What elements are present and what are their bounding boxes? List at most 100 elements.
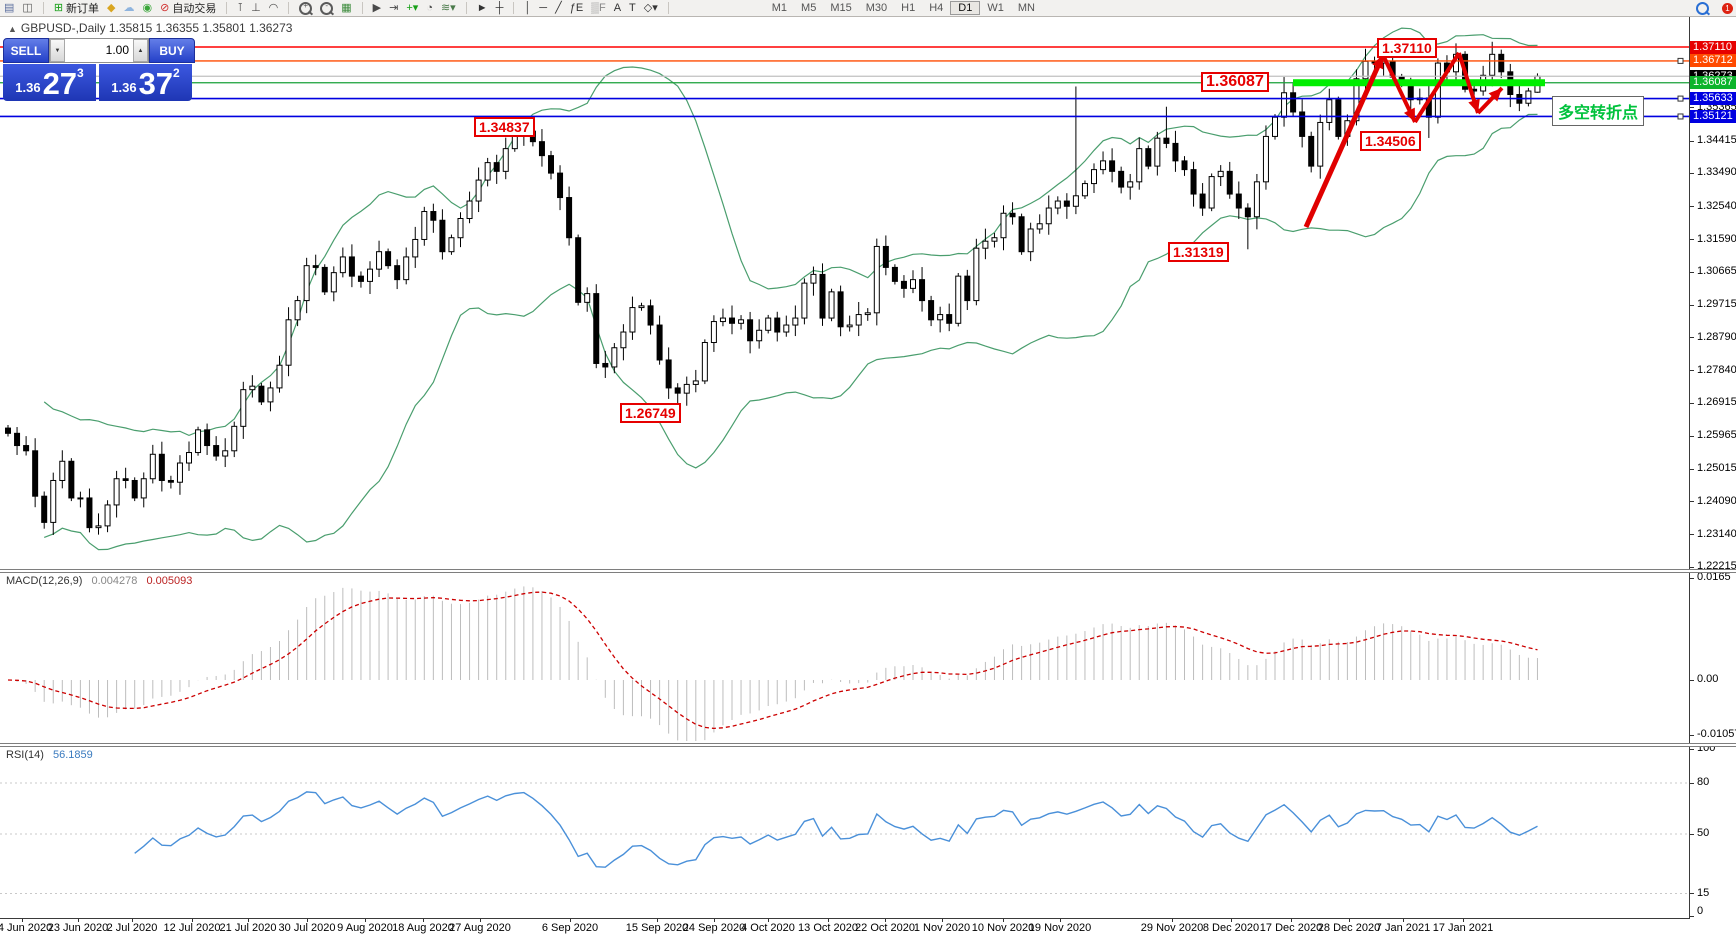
line-handle (1677, 113, 1684, 120)
price-annotation[interactable]: 1.34506 (1360, 131, 1421, 151)
chart-window-icon[interactable]: ▤ (4, 2, 15, 14)
search-icon[interactable] (1696, 1, 1709, 15)
price-tick: 1.29715 (1697, 298, 1736, 311)
bull-candle (1100, 160, 1107, 171)
fibonacci-icon[interactable]: ƒE (569, 2, 584, 14)
horizontal-line-icon[interactable]: ─ (539, 2, 548, 14)
price-annotation[interactable]: 1.26749 (620, 403, 681, 423)
crosshair-icon[interactable]: ┼ (495, 2, 504, 14)
notifications-icon[interactable]: 1 (1722, 2, 1733, 14)
price-tick-mark (1689, 239, 1694, 241)
price-annotation[interactable]: 1.36087 (1201, 72, 1269, 92)
trendline-icon[interactable]: ╱ (555, 2, 562, 14)
grid-icon[interactable]: ▒F (591, 2, 606, 14)
toolbar-separator (226, 2, 228, 14)
bear-candle (1290, 92, 1297, 113)
autoscroll-icon[interactable]: ▶ (372, 2, 382, 14)
timeframe-m15[interactable]: M15 (830, 2, 852, 14)
timeframe-h1[interactable]: H1 (901, 2, 916, 14)
period-icon[interactable]: ◔ (426, 2, 433, 14)
price-tick-mark (1689, 140, 1694, 142)
timeframe-m1[interactable]: M1 (771, 2, 788, 14)
autotrading-icon-label: 自动交易 (172, 3, 217, 15)
market-watch-icon[interactable]: ◫ (22, 2, 33, 14)
bear-candle (729, 317, 735, 324)
add-indicator-icon[interactable]: +▾ (406, 2, 419, 14)
sell-button[interactable]: SELL (3, 38, 49, 63)
depth-window-icon[interactable]: ⊥ (251, 2, 261, 14)
bull-candle (910, 279, 916, 289)
vertical-line-icon[interactable]: │ (524, 2, 532, 14)
chart-shift-icon[interactable]: ⇥ (389, 2, 399, 14)
date-label: 14 Jun 2020 (0, 922, 53, 934)
sell-price-box[interactable]: 1.36 27 3 (3, 64, 96, 101)
autotrading-icon[interactable]: ⊘ 自动交易 (160, 2, 217, 15)
price-tick: 1.32540 (1697, 199, 1736, 212)
bull-candle (810, 273, 817, 284)
tile-windows-icon[interactable]: ▦ (341, 2, 352, 14)
indicator-window-icon[interactable]: ⊺ (237, 2, 244, 14)
timeframe-h4[interactable]: H4 (929, 2, 944, 14)
new-order-icon[interactable]: ⊞ 新订单 (53, 2, 100, 15)
zoom-in-icon[interactable]: + (299, 1, 313, 15)
bear-candle (774, 317, 781, 333)
bear-candle (430, 211, 437, 221)
bear-candle (548, 155, 554, 174)
timeframe-mn[interactable]: MN (1017, 2, 1035, 14)
collapse-icon[interactable]: ▲ (8, 24, 17, 34)
bull-candle (222, 450, 229, 457)
bear-candle (928, 300, 935, 321)
date-label: 10 Nov 2020 (971, 922, 1035, 934)
lot-decrease-button[interactable]: ▼ (50, 39, 65, 62)
bull-candle (1036, 223, 1043, 230)
shapes-icon[interactable]: ◇▾ (643, 2, 658, 14)
bear-candle (385, 251, 392, 267)
date-label: 28 Dec 2020 (1317, 922, 1381, 934)
rsi-tick: 80 (1697, 776, 1710, 788)
price-annotation[interactable]: 1.37110 (1377, 38, 1437, 58)
bear-candle (665, 359, 672, 389)
price-annotation[interactable]: 1.31319 (1168, 242, 1229, 262)
buy-button[interactable]: BUY (149, 38, 195, 63)
bear-candle (1009, 212, 1016, 218)
zoom-out-icon[interactable]: - (320, 1, 334, 15)
rsi-panel-separator[interactable] (0, 743, 1736, 747)
bear-candle (566, 197, 573, 239)
signals-icon[interactable]: ◉ (142, 2, 153, 14)
label-icon[interactable]: T (629, 2, 636, 14)
price-tick: 1.23140 (1697, 527, 1736, 540)
timeframe-m5[interactable]: M5 (801, 2, 817, 14)
rsi-tick-mark (1689, 782, 1694, 784)
timeframe-m30[interactable]: M30 (865, 2, 888, 14)
macd-panel-separator[interactable] (0, 569, 1736, 573)
lot-size-value[interactable]: 1.00 (105, 43, 129, 57)
cursor-icon[interactable]: ► (476, 2, 488, 14)
bull-candle (303, 265, 310, 302)
trend-arrows[interactable] (1303, 51, 1504, 229)
lot-increase-button[interactable]: ▲ (133, 39, 148, 62)
bull-candle (484, 162, 491, 181)
price-tick-mark (1689, 172, 1694, 174)
price-tick: 1.30665 (1697, 265, 1736, 278)
bull-candle (421, 211, 428, 240)
objects-window-icon[interactable]: ◠ (268, 2, 279, 14)
bull-candle (466, 200, 473, 220)
bull-candle (692, 380, 699, 385)
support-zone-highlight[interactable] (1293, 79, 1545, 87)
timeframe-d1[interactable]: D1 (950, 1, 981, 15)
templates-icon[interactable]: ≋▾ (440, 2, 456, 14)
bull-candle (231, 425, 238, 452)
date-tick-mark (1172, 918, 1173, 922)
bull-candle (1072, 195, 1079, 207)
bear-candle (394, 265, 401, 281)
buy-price-box[interactable]: 1.36 37 2 (99, 64, 192, 101)
deposit-icon[interactable]: ◆ (107, 2, 116, 14)
cloud-icon[interactable]: ☁ (123, 2, 135, 14)
text-icon[interactable]: A (613, 2, 622, 14)
timeframe-w1[interactable]: W1 (987, 2, 1004, 14)
price-annotation[interactable]: 1.34837 (474, 117, 535, 137)
price-tick-mark (1689, 107, 1694, 109)
rsi-tick-mark (1689, 893, 1694, 894)
turning-point-text-object[interactable]: 多空转折点 (1552, 96, 1645, 126)
